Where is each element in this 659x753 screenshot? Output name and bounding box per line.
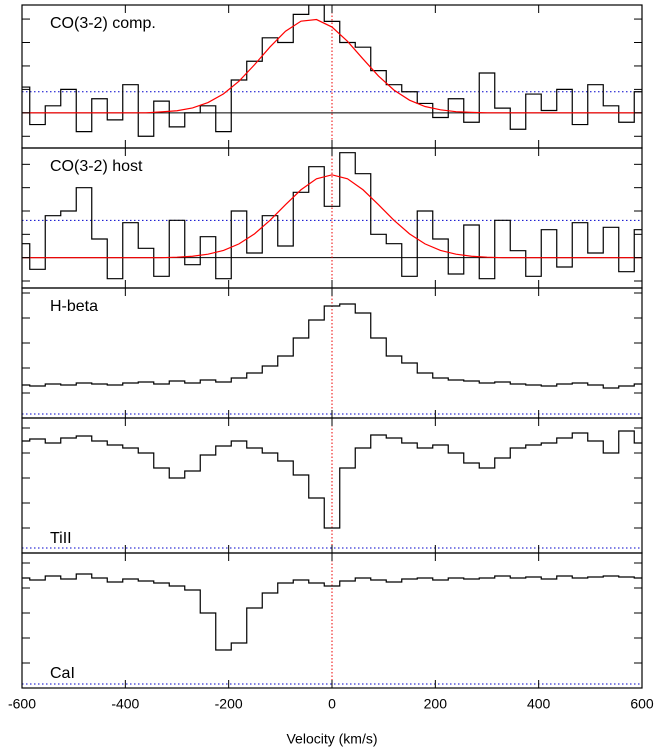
gaussian-fit [22, 18, 642, 114]
spectrum [22, 5, 642, 137]
panel-label: TiII [50, 530, 72, 547]
panel-frame [21, 287, 643, 419]
panel-label: CO(3-2) comp. [50, 15, 156, 32]
panel [22, 288, 642, 418]
x-tick-label: 400 [527, 696, 551, 712]
x-tick-label: -600 [8, 696, 36, 712]
x-tick-label: -200 [215, 696, 243, 712]
panel-label: H-beta [50, 298, 98, 315]
spectrum [22, 573, 642, 651]
spectrum [22, 152, 642, 280]
gaussian-fit [22, 174, 642, 259]
x-tick-label: -400 [111, 696, 139, 712]
x-axis-label: Velocity (km/s) [286, 731, 377, 747]
panel [22, 5, 642, 148]
x-tick-label: 600 [630, 696, 654, 712]
spectrum [22, 430, 642, 529]
panel [22, 148, 642, 288]
panel-label: CaI [50, 665, 75, 682]
panel [22, 418, 642, 553]
spectrum [22, 303, 642, 389]
panel [22, 553, 642, 688]
x-tick-label: 0 [328, 696, 336, 712]
panel-label: CO(3-2) host [50, 158, 143, 175]
x-tick-label: 200 [424, 696, 448, 712]
